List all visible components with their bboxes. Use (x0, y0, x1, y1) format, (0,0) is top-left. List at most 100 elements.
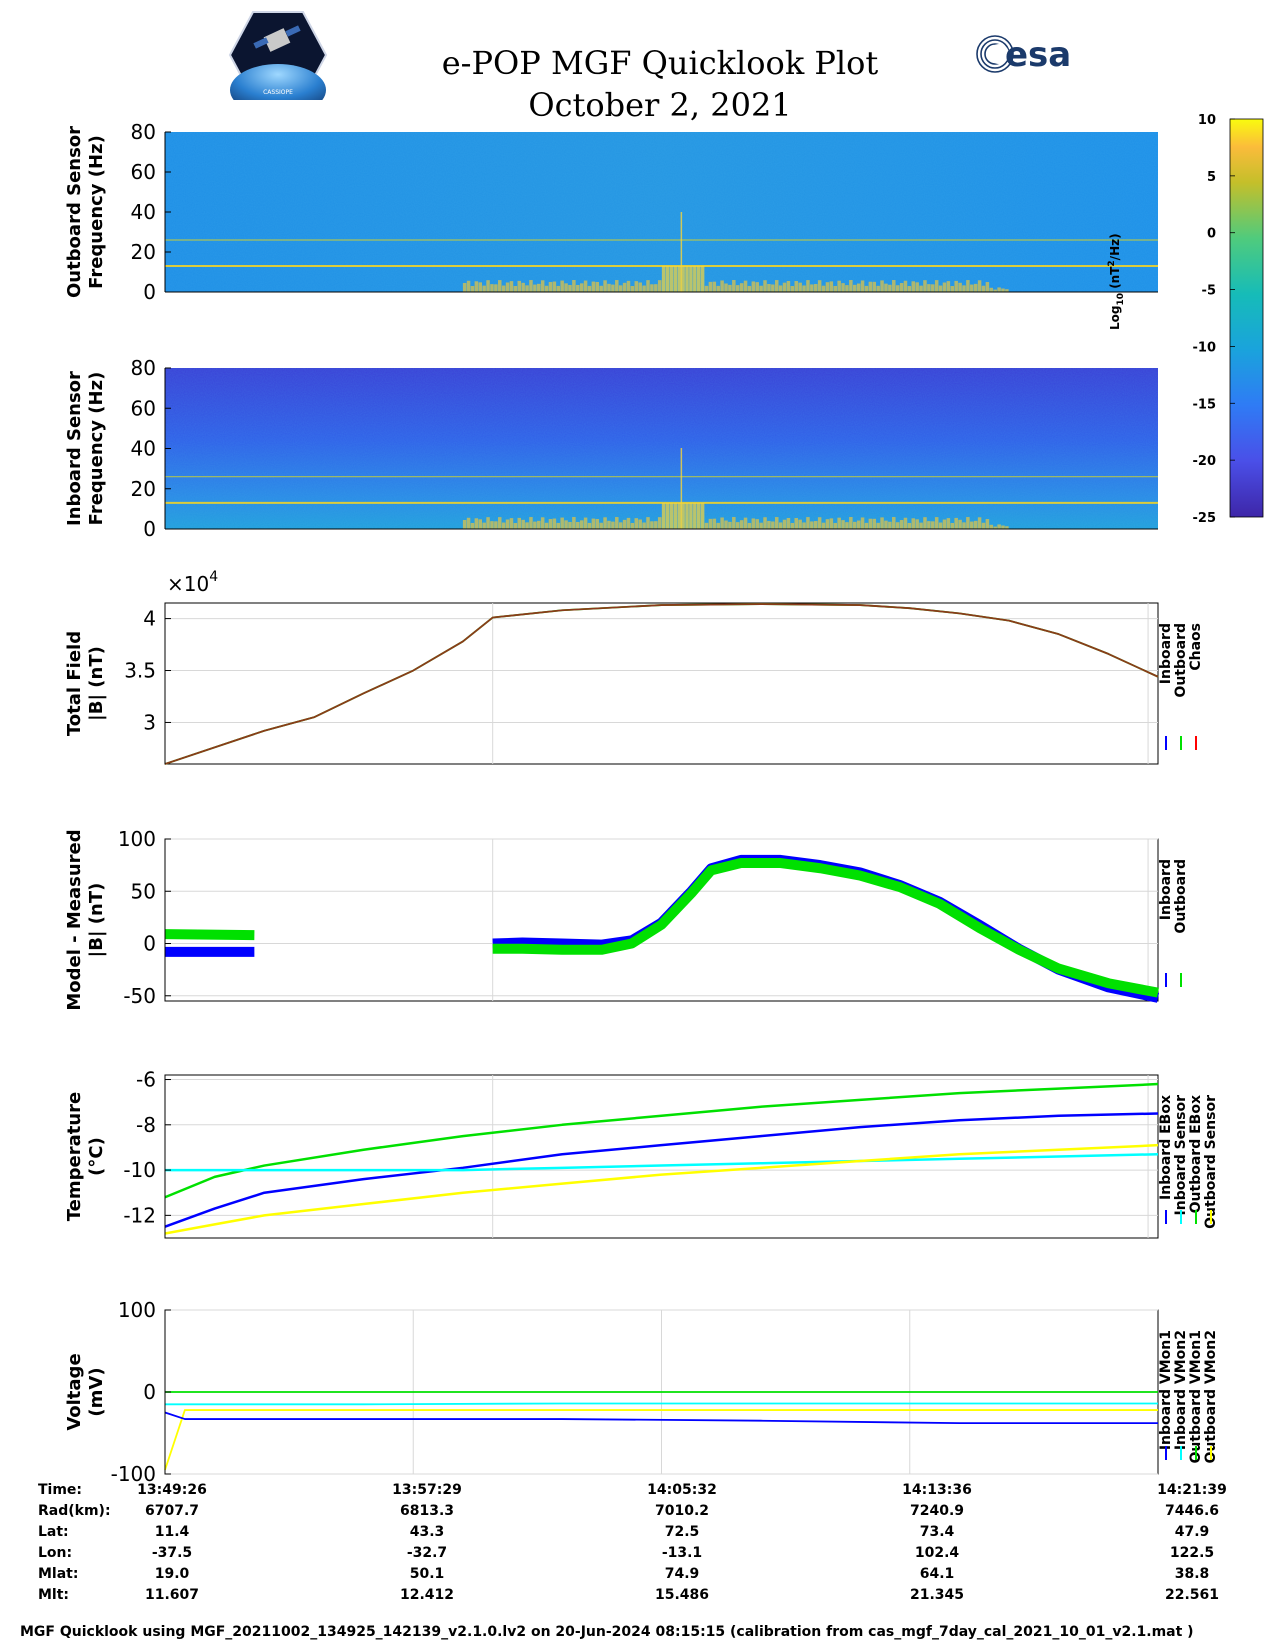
spectral-burst (540, 280, 545, 292)
spectral-burst (630, 522, 635, 529)
spectral-burst (763, 280, 767, 292)
spectral-burst (868, 281, 873, 292)
spectral-burst (505, 519, 510, 529)
spectral-burst (919, 285, 923, 292)
spectral-burst (700, 266, 705, 292)
spectral-burst (669, 503, 674, 529)
spectral-burst (911, 518, 916, 529)
spectral-burst (521, 519, 525, 529)
spectral-burst (864, 285, 869, 292)
spectral-burst (583, 517, 588, 529)
series-outboard (164, 929, 255, 941)
spectral-burst (704, 285, 709, 292)
panel-ylabel: Outboard SensorFrequency (Hz) (64, 126, 107, 298)
colorbar-tick-label: 10 (1198, 113, 1216, 128)
colorbar-tick-label: -25 (1193, 511, 1217, 526)
spectral-burst (642, 522, 646, 529)
spectral-burst (751, 518, 756, 529)
spectral-burst (673, 503, 678, 529)
spectral-burst (650, 521, 654, 529)
spectral-burst (958, 519, 962, 529)
spectral-burst (813, 284, 818, 292)
spectral-burst (622, 519, 627, 529)
spectral-burst (833, 522, 838, 529)
spectral-burst (466, 280, 471, 292)
series-inboard-ebox (164, 1112, 1159, 1228)
footer-cell: 14:21:39 (1157, 1482, 1227, 1498)
spectral-burst (611, 284, 615, 292)
spectral-burst (743, 280, 748, 292)
spectral-burst (903, 280, 908, 292)
spectral-burst (915, 282, 919, 292)
spectral-burst (657, 280, 662, 292)
colorbar-tick-label: -10 (1193, 340, 1217, 355)
spectral-burst (966, 517, 970, 529)
panel-voltage: Voltage(mV) Inboard VMon1 Inboard VMon2 Out… (64, 1298, 1219, 1486)
spectral-burst (560, 517, 564, 529)
spectral-burst (911, 281, 916, 292)
spectral-burst (482, 285, 486, 292)
spectral-burst (942, 282, 947, 292)
legend-label: Outboard (1173, 623, 1189, 698)
panel-outboard-spectrogram: Outboard SensorFrequency (Hz) 0 20 40 60 80 (64, 120, 1158, 304)
legend-label: Chaos (1188, 623, 1204, 671)
legend-label: Inboard VMon1 (1158, 1330, 1174, 1450)
spectral-burst (880, 517, 884, 529)
spectral-burst (669, 266, 674, 292)
spectral-burst (509, 518, 514, 529)
spectral-burst (693, 266, 697, 292)
y-tick-label: 3 (143, 710, 156, 734)
spectral-burst (997, 524, 1001, 529)
spectral-burst (790, 285, 795, 292)
spectral-burst (552, 281, 557, 292)
footer-cell: -13.1 (661, 1545, 703, 1561)
spectral-burst (747, 285, 752, 292)
spectral-burst (720, 517, 724, 529)
spectral-burst (755, 282, 759, 292)
footer-row: Time: 13:49:26 13:57:29 14:05:32 14:13:36 14:… (38, 1482, 1258, 1503)
colorbar-tick-label: -15 (1193, 397, 1217, 412)
series-chaos (164, 603, 1159, 765)
footer-cell: 6813.3 (399, 1503, 455, 1519)
ylabel-line1: Inboard Sensor (64, 371, 85, 526)
y-tick-label: 40 (131, 200, 156, 224)
spectral-burst (880, 280, 884, 292)
spectral-burst (595, 282, 600, 292)
spectral-burst (856, 520, 861, 529)
spectral-burst (927, 284, 931, 292)
y-tick-label: -12 (123, 1203, 156, 1227)
spectral-burst (899, 520, 904, 529)
spectral-burst (478, 519, 483, 529)
spectral-burst (837, 517, 841, 529)
esa-logo: esa (976, 35, 1071, 75)
spectral-burst (849, 517, 853, 529)
spectral-burst (470, 285, 475, 292)
footer-cell: 22.561 (1164, 1587, 1220, 1603)
spectral-burst (607, 520, 611, 529)
footer-cell: 47.9 (1174, 1524, 1210, 1540)
spectral-burst (829, 281, 834, 292)
spectral-burst (556, 522, 561, 529)
y-tick-label: 60 (131, 160, 156, 184)
page-title: e-POP MGF Quicklook Plot October 2, 2021 (380, 42, 940, 126)
spectral-burst (977, 517, 982, 529)
spectral-burst (915, 519, 919, 529)
spectral-burst (778, 285, 783, 292)
ylabel-line2: |B| (nT) (86, 883, 107, 958)
spectral-burst (513, 285, 518, 292)
spectral-burst (841, 283, 845, 292)
spectral-burst (537, 283, 541, 292)
spectral-burst (946, 518, 951, 529)
spectral-burst (490, 521, 494, 529)
spectral-burst (533, 521, 537, 529)
spectral-burst (853, 284, 857, 292)
spectral-burst (876, 285, 880, 292)
spectral-burst (989, 524, 994, 529)
spectral-burst (1001, 525, 1005, 529)
legend-label: Outboard EBox (1188, 1095, 1204, 1213)
spectral-burst (650, 284, 654, 292)
panel-ylabel: Inboard SensorFrequency (Hz) (64, 371, 107, 526)
legend-label: Outboard Sensor (1203, 1095, 1219, 1229)
spectral-burst (790, 522, 795, 529)
spectral-burst (938, 285, 943, 292)
